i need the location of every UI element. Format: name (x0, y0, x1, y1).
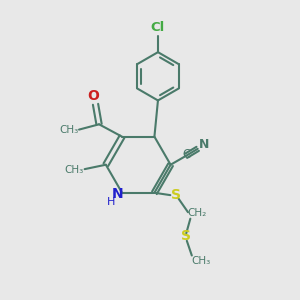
Text: CH₂: CH₂ (188, 208, 207, 218)
Text: O: O (87, 89, 99, 103)
Text: H: H (107, 197, 115, 207)
Text: S: S (171, 188, 181, 202)
Text: CH₃: CH₃ (59, 125, 78, 136)
Text: CH₃: CH₃ (65, 165, 84, 175)
Text: Cl: Cl (151, 21, 165, 34)
Text: S: S (181, 229, 190, 243)
Text: N: N (199, 138, 209, 151)
Text: N: N (112, 187, 123, 201)
Text: C: C (183, 148, 191, 161)
Text: CH₃: CH₃ (192, 256, 211, 266)
